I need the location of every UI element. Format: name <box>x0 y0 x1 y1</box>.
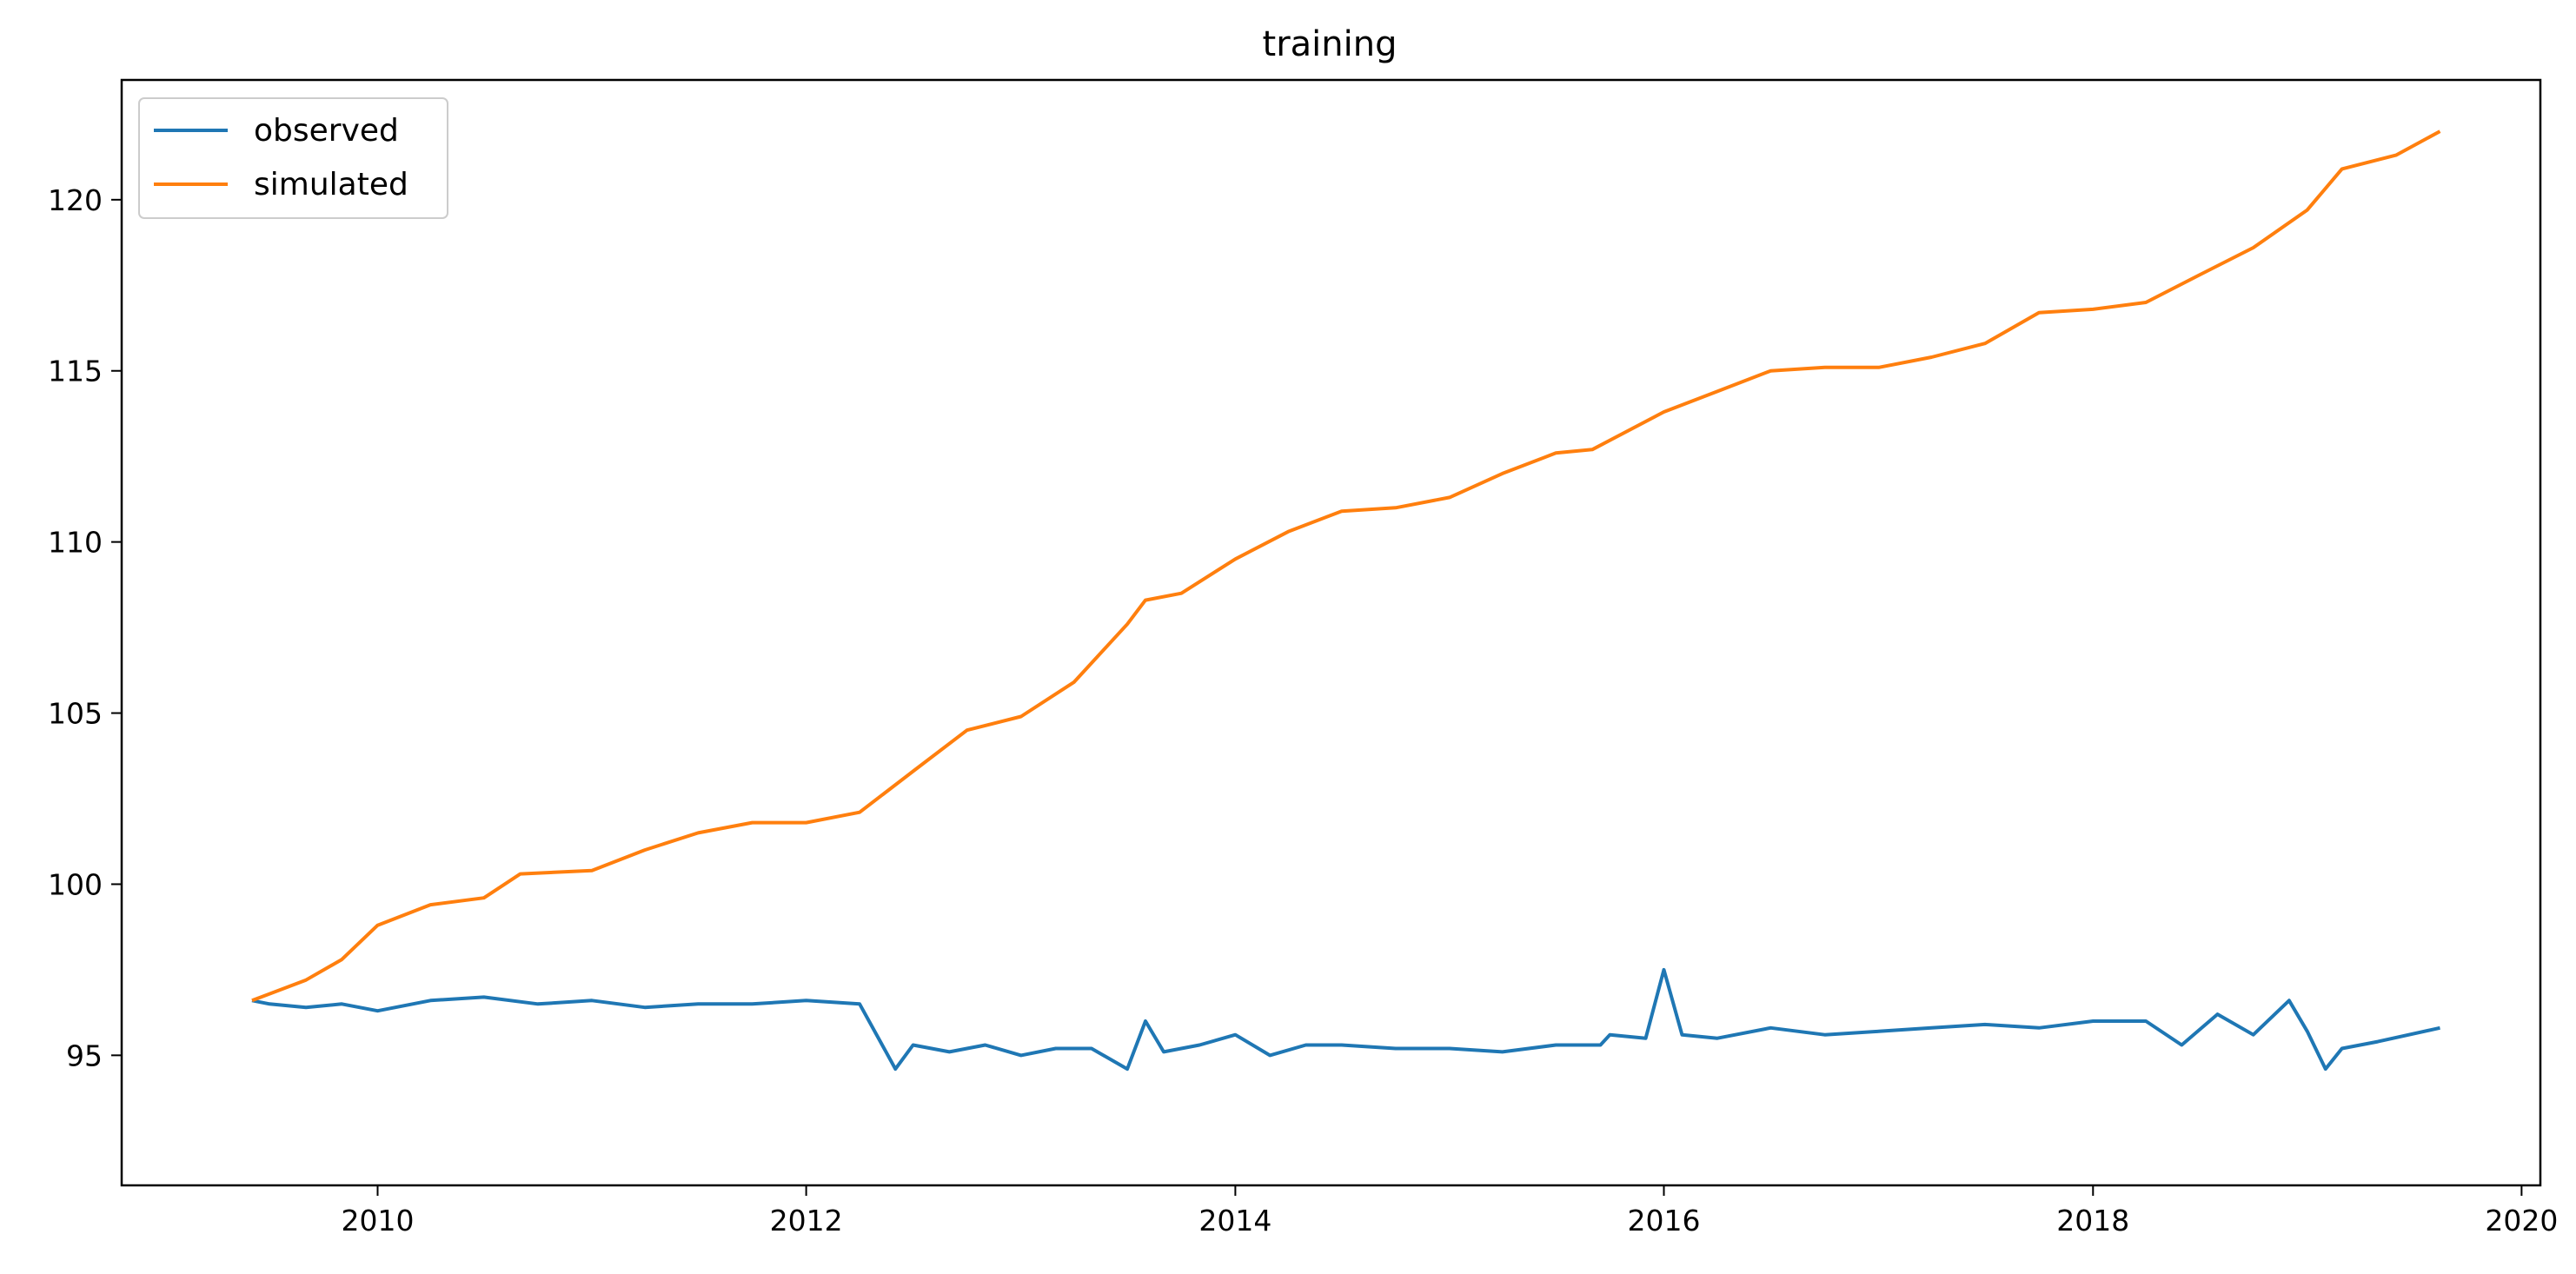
legend-box <box>138 97 448 219</box>
legend-label-simulated: simulated <box>254 167 408 202</box>
chart-title: training <box>1263 24 1398 64</box>
series-line-simulated <box>251 129 2441 1003</box>
legend: observed simulated <box>138 97 448 219</box>
y-tick-label: 95 <box>66 1038 103 1072</box>
x-tick-label: 2010 <box>342 1204 415 1238</box>
x-tick-label: 2018 <box>2056 1204 2129 1238</box>
legend-label-observed: observed <box>254 113 399 149</box>
x-tick-label: 2014 <box>1198 1204 1271 1238</box>
y-tick-label: 110 <box>48 526 103 560</box>
y-tick-label: 100 <box>48 867 103 901</box>
y-axis: 95 100 105 110 115 120 <box>48 183 122 1072</box>
x-tick-label: 2012 <box>770 1204 843 1238</box>
y-tick-label: 115 <box>48 355 103 388</box>
y-tick-label: 120 <box>48 183 103 217</box>
plot-frame <box>120 78 2542 1187</box>
x-axis: 2010 2012 2014 2016 2018 2020 <box>342 1185 2558 1238</box>
x-tick-label: 2020 <box>2485 1204 2558 1238</box>
x-tick-label: 2016 <box>1628 1204 1701 1238</box>
series-line-observed <box>251 967 2440 1072</box>
y-tick-label: 105 <box>48 697 103 731</box>
plot-area <box>251 129 2441 1072</box>
